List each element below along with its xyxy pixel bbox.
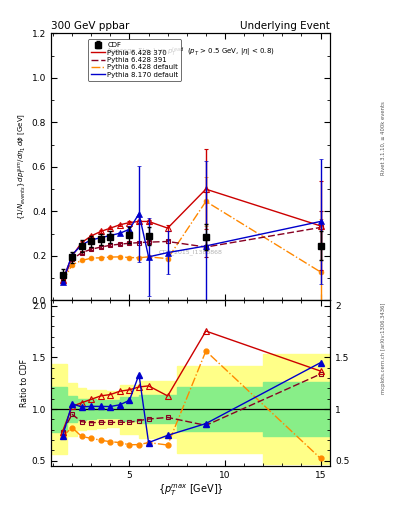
Pythia 6.428 391 <box>79 249 84 255</box>
Pythia 6.428 391 <box>70 256 74 262</box>
Bar <box>86 390 96 429</box>
Pythia 8.170 default <box>146 254 151 260</box>
Line: Pythia 8.170 default: Pythia 8.170 default <box>62 214 321 282</box>
Pythia 8.170 default <box>89 237 94 243</box>
Bar <box>51 364 67 454</box>
Pythia 8.170 default <box>118 230 122 237</box>
Pythia 6.428 391 <box>137 240 141 246</box>
Pythia 6.428 default <box>318 269 323 275</box>
Pythia 6.428 370 <box>146 219 151 225</box>
Bar <box>139 395 177 423</box>
Pythia 6.428 370 <box>108 225 113 231</box>
Pythia 6.428 default <box>60 279 65 285</box>
Text: mcplots.cern.ch [arXiv:1306.3436]: mcplots.cern.ch [arXiv:1306.3436] <box>381 303 386 394</box>
Pythia 8.170 default <box>204 243 208 249</box>
Pythia 6.428 default <box>127 254 132 261</box>
Pythia 6.428 391 <box>60 278 65 284</box>
Pythia 8.170 default <box>70 252 74 258</box>
Pythia 6.428 default <box>98 254 103 261</box>
Pythia 6.428 default <box>137 254 141 261</box>
Pythia 6.428 default <box>108 254 113 260</box>
Pythia 8.170 default <box>137 210 141 217</box>
Bar <box>120 385 139 434</box>
Bar <box>120 397 139 421</box>
Bar <box>51 387 67 432</box>
Text: 300 GeV ppbar: 300 GeV ppbar <box>51 21 129 31</box>
Line: Pythia 6.428 391: Pythia 6.428 391 <box>62 227 321 281</box>
Legend: CDF, Pythia 6.428 370, Pythia 6.428 391, Pythia 6.428 default, Pythia 8.170 defa: CDF, Pythia 6.428 370, Pythia 6.428 391,… <box>88 39 182 80</box>
Pythia 8.170 default <box>108 232 113 239</box>
Text: CDF_2015_I1388868: CDF_2015_I1388868 <box>159 249 222 255</box>
Pythia 6.428 default <box>118 254 122 260</box>
Pythia 6.428 default <box>165 255 170 262</box>
Pythia 8.170 default <box>318 219 323 225</box>
Bar <box>177 387 263 431</box>
Pythia 6.428 370 <box>137 219 141 225</box>
Pythia 6.428 370 <box>98 228 103 234</box>
Pythia 6.428 391 <box>98 244 103 250</box>
Pythia 6.428 370 <box>89 233 94 239</box>
Text: Average $\Sigma(p_T)$ vs $p_T^{lead}$  ($p_T$ > 0.5 GeV, $|\eta|$ < 0.8): Average $\Sigma(p_T)$ vs $p_T^{lead}$ ($… <box>106 45 275 58</box>
Bar <box>86 399 96 419</box>
Pythia 6.428 default <box>146 254 151 260</box>
Pythia 6.428 default <box>79 258 84 264</box>
X-axis label: $\{p_T^{max}$ [GeV]$\}$: $\{p_T^{max}$ [GeV]$\}$ <box>158 482 224 498</box>
Pythia 8.170 default <box>60 279 65 285</box>
Text: Underlying Event: Underlying Event <box>240 21 330 31</box>
Pythia 8.170 default <box>98 234 103 241</box>
Bar <box>263 381 330 437</box>
Y-axis label: Ratio to CDF: Ratio to CDF <box>20 359 29 407</box>
Pythia 6.428 370 <box>204 186 208 192</box>
Pythia 8.170 default <box>127 226 132 232</box>
Pythia 6.428 391 <box>127 240 132 246</box>
Line: Pythia 6.428 370: Pythia 6.428 370 <box>62 189 321 281</box>
Bar <box>96 400 106 418</box>
Pythia 6.428 391 <box>108 242 113 248</box>
Pythia 6.428 391 <box>146 239 151 245</box>
Pythia 6.428 370 <box>165 225 170 231</box>
Bar <box>67 396 77 422</box>
Pythia 6.428 default <box>70 262 74 268</box>
Pythia 6.428 370 <box>318 223 323 229</box>
Bar <box>77 398 86 420</box>
Bar <box>139 380 177 438</box>
Pythia 6.428 391 <box>89 246 94 252</box>
Pythia 8.170 default <box>79 242 84 248</box>
Pythia 6.428 default <box>89 255 94 261</box>
Line: Pythia 6.428 default: Pythia 6.428 default <box>62 201 321 282</box>
Text: Rivet 3.1.10, ≥ 400k events: Rivet 3.1.10, ≥ 400k events <box>381 101 386 175</box>
Bar <box>177 366 263 453</box>
Bar <box>67 382 77 436</box>
Y-axis label: $\{1/N_{events}\}\, dp^{sum}_T/d\eta_1\, d\phi$ [GeV]: $\{1/N_{events}\}\, dp^{sum}_T/d\eta_1\,… <box>17 113 29 220</box>
Pythia 6.428 391 <box>318 224 323 230</box>
Pythia 6.428 391 <box>118 241 122 247</box>
Bar <box>77 388 86 430</box>
Bar <box>106 391 120 427</box>
Pythia 8.170 default <box>165 249 170 255</box>
Pythia 6.428 370 <box>118 222 122 228</box>
Bar <box>263 354 330 464</box>
Pythia 6.428 370 <box>127 220 132 226</box>
Bar <box>96 390 106 428</box>
Pythia 6.428 391 <box>204 244 208 250</box>
Pythia 6.428 370 <box>70 253 74 259</box>
Pythia 6.428 391 <box>165 239 170 245</box>
Bar <box>106 400 120 418</box>
Pythia 6.428 default <box>204 198 208 204</box>
Pythia 6.428 370 <box>60 278 65 284</box>
Pythia 6.428 370 <box>79 240 84 246</box>
